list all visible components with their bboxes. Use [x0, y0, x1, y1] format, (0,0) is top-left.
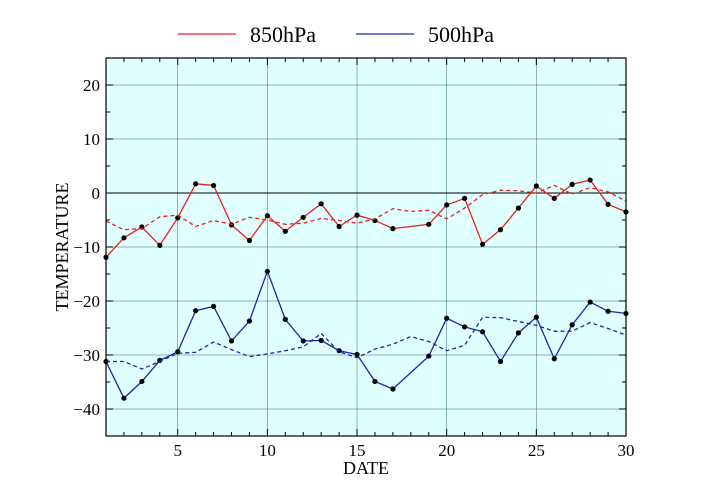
legend-label-850hPa: 850hPa — [250, 22, 316, 47]
data-point — [390, 226, 396, 232]
data-point — [210, 182, 217, 189]
data-point — [157, 242, 163, 248]
data-point — [551, 356, 557, 362]
data-point — [282, 316, 288, 322]
data-point — [479, 329, 486, 335]
data-point — [282, 228, 288, 234]
data-point — [587, 177, 593, 183]
grid — [106, 58, 626, 436]
legend-label-500hPa: 500hPa — [428, 22, 494, 47]
y-tick-label: −10 — [73, 238, 100, 257]
data-point — [569, 322, 575, 328]
data-point — [390, 386, 396, 392]
x-tick-labels: 5 10 15 20 25 30 — [173, 441, 634, 460]
data-point — [300, 214, 306, 220]
data-point — [336, 348, 342, 354]
data-point — [372, 378, 378, 385]
y-axis-label: TEMPERATURE — [52, 182, 72, 311]
data-point — [515, 205, 522, 211]
data-point — [426, 353, 432, 359]
data-point — [444, 202, 450, 208]
data-point — [264, 268, 270, 274]
series-line-3 — [106, 316, 627, 370]
data-point — [605, 308, 611, 314]
x-tick-label: 5 — [173, 441, 182, 460]
series-layer — [103, 177, 629, 401]
data-point — [426, 221, 432, 227]
y-tick-label: 10 — [83, 130, 100, 149]
data-point — [246, 237, 253, 244]
data-point — [228, 338, 235, 344]
data-point — [444, 315, 450, 321]
x-tick-label: 10 — [259, 441, 276, 460]
data-point — [318, 337, 324, 344]
data-point — [121, 235, 127, 241]
y-tick-label: 20 — [83, 76, 100, 95]
data-point — [515, 330, 522, 336]
data-point — [193, 181, 199, 187]
data-point — [551, 195, 557, 201]
data-point — [587, 299, 593, 305]
data-point — [354, 351, 360, 358]
data-point — [533, 183, 539, 189]
data-point — [479, 241, 486, 247]
x-tick-label: 15 — [349, 441, 366, 460]
data-point — [193, 308, 199, 314]
series-line-1 — [105, 184, 627, 231]
data-point — [533, 314, 539, 320]
y-tick-label: −20 — [73, 292, 100, 311]
data-point — [497, 358, 504, 365]
x-axis-label: DATE — [343, 458, 389, 478]
data-point — [318, 201, 324, 207]
x-tick-label: 25 — [528, 441, 545, 460]
data-point — [336, 223, 342, 230]
legend: 850hPa 500hPa — [178, 22, 494, 47]
ticks — [105, 57, 627, 437]
data-point — [462, 195, 468, 201]
y-tick-label: −40 — [73, 400, 100, 419]
data-point — [462, 324, 468, 330]
data-point — [605, 201, 611, 207]
y-tick-label: −30 — [73, 346, 100, 365]
data-point — [121, 395, 127, 401]
y-tick-labels: 20 10 0 −10 −20 −30 −40 — [73, 76, 100, 419]
data-point — [300, 338, 306, 344]
data-point — [139, 378, 145, 385]
x-tick-label: 30 — [618, 441, 635, 460]
data-point — [569, 181, 575, 187]
x-tick-label: 20 — [438, 441, 455, 460]
data-point — [210, 303, 217, 309]
data-point — [157, 357, 163, 363]
data-point — [497, 227, 504, 233]
data-point — [264, 213, 270, 219]
data-point — [354, 212, 360, 218]
y-tick-label: 0 — [92, 184, 101, 203]
data-point — [246, 318, 253, 324]
